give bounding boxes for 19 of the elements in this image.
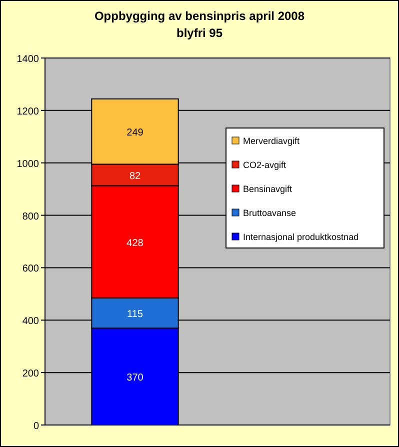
legend-label: CO2-avgift xyxy=(243,160,287,170)
legend-label: Bensinavgift xyxy=(243,184,293,194)
y-tick-label: 1000 xyxy=(16,158,40,170)
y-tick-label: 0 xyxy=(33,421,40,432)
y-tick-label: 800 xyxy=(22,211,40,222)
y-tick-label: 200 xyxy=(22,368,40,380)
data-label: 370 xyxy=(126,372,144,384)
data-label: 82 xyxy=(129,170,141,182)
data-label: 115 xyxy=(127,308,144,320)
chart-title: Oppbygging av bensinpris april 2008 blyfri 95 xyxy=(94,9,305,40)
legend-label: Internasjonal produktkostnad xyxy=(243,232,359,242)
data-label: 249 xyxy=(126,128,144,139)
y-tick-label: 1200 xyxy=(16,106,40,118)
data-label: 428 xyxy=(126,238,144,249)
y-tick-label: 600 xyxy=(22,264,40,275)
legend-label: Merverdiavgift xyxy=(243,136,300,146)
y-tick-label: 1400 xyxy=(16,54,40,65)
legend-label: Bruttoavanse xyxy=(243,208,296,218)
y-tick-label: 400 xyxy=(22,316,40,328)
